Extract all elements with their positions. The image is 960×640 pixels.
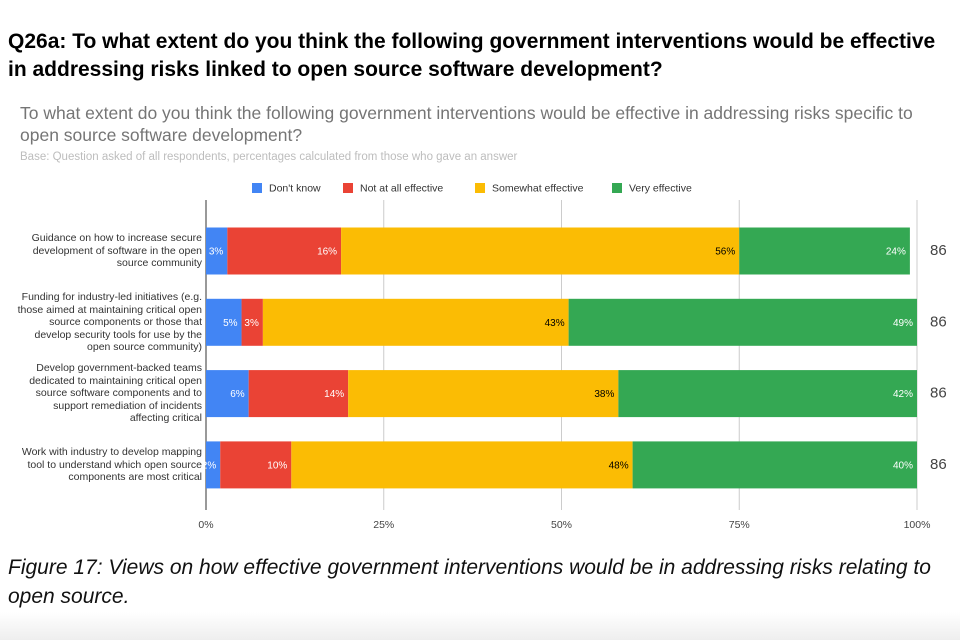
bar-segment	[632, 441, 917, 489]
bar-segment	[241, 298, 263, 346]
bar-segment	[206, 441, 221, 489]
heading: Q26a: To what extent do you think the fo…	[8, 30, 936, 81]
bar-segment	[568, 298, 917, 346]
category-label: Work with industry to develop mapping to…	[21, 446, 202, 484]
data-label: 42%	[893, 389, 913, 400]
legend-swatch	[612, 183, 622, 193]
data-label: 14%	[324, 389, 344, 400]
figure-caption: Figure 17: Views on how effective govern…	[8, 556, 931, 608]
category-label: Develop government-backed teams dedicate…	[29, 362, 202, 425]
data-label: 10%	[267, 461, 287, 472]
bar-segment	[262, 298, 569, 346]
total-label: 86	[930, 385, 947, 402]
bar-segment	[206, 227, 228, 275]
legend-label: Somewhat effective	[492, 182, 584, 194]
data-label: 38%	[594, 389, 614, 400]
bar-segment	[348, 370, 619, 418]
total-label: 86	[930, 242, 947, 259]
total-label: 86	[930, 313, 947, 330]
x-tick-label: 100%	[904, 519, 931, 531]
data-label: 43%	[545, 318, 565, 329]
chart-title: To what extent do you think the followin…	[20, 103, 913, 145]
chart-subtitle: Base: Question asked of all respondents,…	[20, 151, 518, 163]
data-label: 3%	[244, 318, 259, 329]
category-label: Funding for industry-led initiatives (e.…	[17, 291, 202, 354]
bar-segment	[291, 441, 633, 489]
data-label: 40%	[893, 461, 913, 472]
x-tick-label: 75%	[729, 519, 750, 531]
category-label: Guidance on how to increase secure devel…	[31, 232, 202, 270]
data-label: 48%	[609, 461, 629, 472]
total-label: 86	[930, 456, 947, 473]
legend-label: Don't know	[269, 182, 321, 194]
x-tick-label: 0%	[198, 519, 213, 531]
legend-swatch	[252, 183, 262, 193]
data-label: 6%	[230, 389, 245, 400]
bottom-strip	[0, 612, 960, 640]
bar-segment	[220, 441, 292, 489]
data-label: 2%	[202, 461, 217, 472]
bar-segment	[739, 227, 910, 275]
bar-segment	[227, 227, 342, 275]
legend-swatch	[343, 183, 353, 193]
legend-swatch	[475, 183, 485, 193]
bar-segment	[248, 370, 349, 418]
data-label: 24%	[886, 247, 906, 258]
data-label: 56%	[715, 247, 735, 258]
bar-segment	[341, 227, 740, 275]
data-label: 49%	[893, 318, 913, 329]
bar-segment	[206, 370, 249, 418]
legend-label: Very effective	[629, 182, 692, 194]
bar-segment	[206, 298, 242, 346]
data-label: 3%	[209, 247, 224, 258]
x-tick-label: 25%	[373, 519, 394, 531]
bar-segment	[618, 370, 917, 418]
legend-label: Not at all effective	[360, 182, 443, 194]
x-tick-label: 50%	[551, 519, 572, 531]
data-label: 16%	[317, 247, 337, 258]
data-label: 5%	[223, 318, 238, 329]
